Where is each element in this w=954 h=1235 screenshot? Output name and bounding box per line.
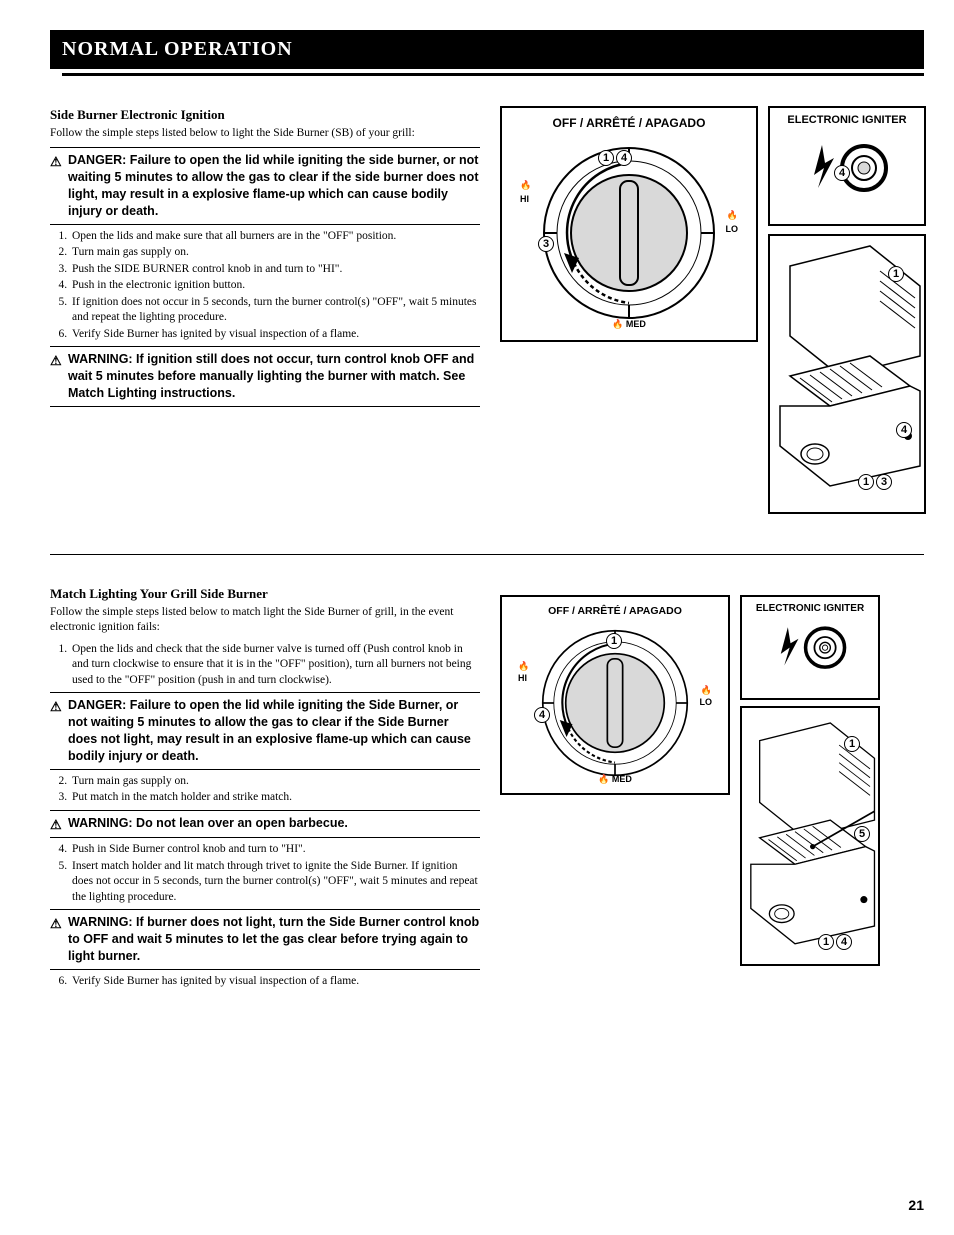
list-item: Open the lids and check that the side bu… bbox=[70, 642, 480, 689]
section-2-diagrams: OFF / ARRÊTÉ / APAGADO 🔥 HI 🔥 LO bbox=[500, 585, 924, 991]
list-item: Open the lids and make sure that all bur… bbox=[70, 229, 480, 245]
igniter-diagram: ELECTRONIC IGNITER 4 bbox=[768, 106, 926, 226]
flame-icon: 🔥 bbox=[518, 661, 529, 672]
list-item: Push the SIDE BURNER control knob in and… bbox=[70, 262, 480, 278]
s1-danger: ⚠ DANGER: Failure to open the lid while … bbox=[50, 147, 480, 225]
warning-icon: ⚠ bbox=[50, 351, 68, 402]
warning-icon: ⚠ bbox=[50, 152, 68, 220]
section-1: Side Burner Electronic Ignition Follow t… bbox=[50, 106, 924, 514]
lo-label-2: LO bbox=[700, 697, 713, 707]
knob-diagram: OFF / ARRÊTÉ / APAGADO 🔥 bbox=[500, 106, 758, 342]
grill-diagram: 1 4 1 3 bbox=[768, 234, 926, 514]
callout: 1 bbox=[606, 633, 622, 649]
callout: 1 bbox=[888, 266, 904, 282]
callout: 1 bbox=[818, 934, 834, 950]
section-2: Match Lighting Your Grill Side Burner Fo… bbox=[50, 585, 924, 991]
list-item: If ignition does not occur in 5 seconds,… bbox=[70, 295, 480, 326]
s1-warning: ⚠ WARNING: If ignition still does not oc… bbox=[50, 346, 480, 407]
right-diagram-stack-2: ELECTRONIC IGNITER bbox=[740, 595, 880, 991]
list-item: Turn main gas supply on. bbox=[70, 245, 480, 261]
igniter-svg-2 bbox=[760, 614, 860, 676]
callout: 3 bbox=[876, 474, 892, 490]
callout: 4 bbox=[834, 165, 850, 181]
callout: 4 bbox=[836, 934, 852, 950]
off-label-2: OFF / ARRÊTÉ / APAGADO bbox=[502, 605, 728, 617]
warning-icon: ⚠ bbox=[50, 697, 68, 765]
s1-warning-text: WARNING: If ignition still does not occu… bbox=[68, 351, 480, 402]
s2-warning2-text: WARNING: If burner does not light, turn … bbox=[68, 914, 480, 965]
s2-danger-text: DANGER: Failure to open the lid while ig… bbox=[68, 697, 480, 765]
flame-icon: 🔥 bbox=[727, 210, 738, 221]
callout: 3 bbox=[538, 236, 554, 252]
list-item: Insert match holder and lit match throug… bbox=[70, 859, 480, 906]
hi-label: HI bbox=[520, 194, 529, 204]
igniter-diagram-2: ELECTRONIC IGNITER bbox=[740, 595, 880, 700]
header-underline bbox=[62, 73, 924, 76]
page-number: 21 bbox=[908, 1197, 924, 1213]
hi-label-2: HI bbox=[518, 673, 527, 683]
callout: 4 bbox=[616, 150, 632, 166]
s1-intro: Follow the simple steps listed below to … bbox=[50, 126, 480, 142]
igniter-svg bbox=[792, 130, 902, 200]
section-1-text: Side Burner Electronic Ignition Follow t… bbox=[50, 106, 480, 514]
warning-icon: ⚠ bbox=[50, 914, 68, 965]
s2-intro: Follow the simple steps listed below to … bbox=[50, 605, 480, 636]
s1-title: Side Burner Electronic Ignition bbox=[50, 106, 480, 124]
s2-title: Match Lighting Your Grill Side Burner bbox=[50, 585, 480, 603]
s2-warning1: ⚠ WARNING: Do not lean over an open barb… bbox=[50, 810, 480, 839]
med-label: 🔥 MED bbox=[612, 319, 646, 330]
callout: 1 bbox=[858, 474, 874, 490]
flame-icon: 🔥 bbox=[701, 685, 712, 696]
header-title: NORMAL OPERATION bbox=[62, 38, 293, 60]
s2-danger: ⚠ DANGER: Failure to open the lid while … bbox=[50, 692, 480, 770]
med-label-2: 🔥 MED bbox=[598, 774, 632, 785]
lo-label: LO bbox=[726, 224, 739, 234]
igniter-label-2: ELECTRONIC IGNITER bbox=[742, 603, 878, 614]
warning-icon: ⚠ bbox=[50, 815, 68, 834]
s1-danger-text: DANGER: Failure to open the lid while ig… bbox=[68, 152, 480, 220]
list-item: Push in the electronic ignition button. bbox=[70, 278, 480, 294]
igniter-label: ELECTRONIC IGNITER bbox=[770, 114, 924, 126]
s2-step1: Open the lids and check that the side bu… bbox=[50, 642, 480, 689]
right-diagram-stack: ELECTRONIC IGNITER 4 bbox=[768, 106, 926, 514]
s2-warning2: ⚠ WARNING: If burner does not light, tur… bbox=[50, 909, 480, 970]
list-item: Verify Side Burner has ignited by visual… bbox=[70, 327, 480, 343]
callout: 1 bbox=[598, 150, 614, 166]
s2-steps-c: Push in Side Burner control knob and tur… bbox=[50, 842, 480, 905]
list-item: Push in Side Burner control knob and tur… bbox=[70, 842, 480, 858]
section-2-text: Match Lighting Your Grill Side Burner Fo… bbox=[50, 585, 480, 991]
list-item: Put match in the match holder and strike… bbox=[70, 790, 480, 806]
callout: 4 bbox=[534, 707, 550, 723]
section-divider bbox=[50, 554, 924, 555]
list-item: Verify Side Burner has ignited by visual… bbox=[70, 974, 480, 990]
s2-step6: Verify Side Burner has ignited by visual… bbox=[50, 974, 480, 990]
page-header: NORMAL OPERATION bbox=[50, 30, 924, 69]
s1-steps: Open the lids and make sure that all bur… bbox=[50, 229, 480, 343]
flame-icon: 🔥 bbox=[520, 180, 531, 191]
s2-steps-b: Turn main gas supply on. Put match in th… bbox=[50, 774, 480, 806]
callout: 5 bbox=[854, 826, 870, 842]
knob-diagram-2: OFF / ARRÊTÉ / APAGADO 🔥 HI 🔥 LO bbox=[500, 595, 730, 795]
callout: 4 bbox=[896, 422, 912, 438]
s2-warning1-text: WARNING: Do not lean over an open barbec… bbox=[68, 815, 480, 834]
section-1-diagrams: OFF / ARRÊTÉ / APAGADO 🔥 bbox=[500, 106, 926, 514]
grill-diagram-2: 1 5 1 4 bbox=[740, 706, 880, 966]
list-item: Turn main gas supply on. bbox=[70, 774, 480, 790]
off-label: OFF / ARRÊTÉ / APAGADO bbox=[502, 116, 756, 130]
callout: 1 bbox=[844, 736, 860, 752]
